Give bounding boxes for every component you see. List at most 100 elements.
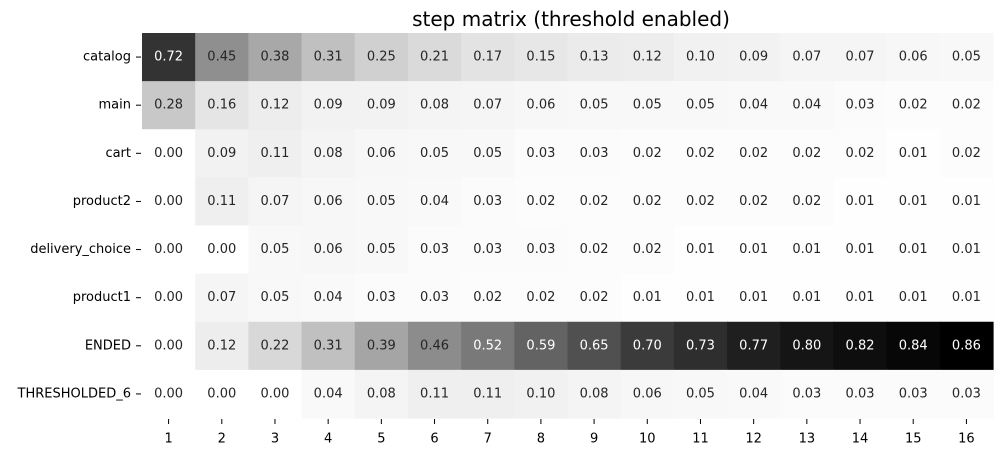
heatmap-cell — [407, 81, 462, 130]
heatmap-cell — [248, 81, 303, 130]
heatmap-cell — [461, 177, 515, 227]
cell-value-label: 0.01 — [899, 146, 928, 161]
heatmap-cell — [620, 33, 675, 82]
heatmap-cell — [673, 129, 728, 178]
cell-value-label: 0.06 — [899, 50, 928, 65]
cell-value-label: 0.02 — [526, 290, 555, 305]
cell-value-label: 0.08 — [314, 146, 343, 161]
cell-value-label: 0.05 — [367, 242, 396, 257]
heatmap-cell — [939, 33, 994, 82]
cell-value-label: 0.80 — [792, 338, 821, 353]
heatmap-cell — [727, 33, 781, 82]
x-tick-label: 15 — [905, 432, 922, 447]
cell-value-label: 0.09 — [739, 50, 768, 65]
x-tick-label: 4 — [324, 432, 332, 447]
cell-value-label: 0.02 — [580, 290, 609, 305]
heatmap-cell — [301, 225, 356, 275]
heatmap-cell — [780, 225, 835, 275]
heatmap-cell — [833, 321, 888, 371]
cell-value-label: 0.06 — [526, 98, 555, 113]
cell-value-label: 0.02 — [473, 290, 502, 305]
heatmap-cell — [514, 33, 569, 82]
heatmap-cell — [354, 177, 409, 227]
heatmap-cell — [195, 321, 249, 371]
cell-value-label: 0.00 — [154, 194, 183, 209]
cell-value-label: 0.39 — [367, 338, 396, 353]
heatmap-cell — [461, 129, 515, 178]
heatmap-cell — [886, 33, 941, 82]
cell-value-label: 0.09 — [314, 98, 343, 113]
heatmap-cell — [939, 225, 994, 275]
heatmap-cell — [567, 81, 622, 130]
heatmap-cell — [301, 129, 356, 178]
cell-value-label: 0.03 — [473, 194, 502, 209]
cell-value-label: 0.10 — [526, 386, 555, 401]
cell-value-label: 0.01 — [899, 242, 928, 257]
heatmap-cell — [673, 177, 728, 227]
heatmap-cell — [461, 273, 515, 323]
cell-value-label: 0.01 — [952, 194, 981, 209]
cell-value-label: 0.28 — [154, 98, 183, 113]
heatmap-cell — [142, 177, 196, 227]
cell-value-label: 0.02 — [739, 194, 768, 209]
heatmap-cell — [248, 225, 303, 275]
heatmap-cell — [727, 177, 781, 227]
cell-value-label: 0.02 — [633, 242, 662, 257]
heatmap-cell — [673, 225, 728, 275]
heatmap-cell — [301, 273, 356, 323]
heatmap-cell — [673, 369, 728, 419]
cell-value-label: 0.01 — [899, 194, 928, 209]
cell-value-label: 0.04 — [420, 194, 449, 209]
cell-value-label: 0.07 — [846, 50, 875, 65]
cell-value-label: 0.46 — [420, 338, 449, 353]
cell-value-label: 0.02 — [580, 242, 609, 257]
x-tick-label: 6 — [430, 432, 438, 447]
cell-value-label: 0.05 — [367, 194, 396, 209]
cell-value-label: 0.00 — [154, 242, 183, 257]
cell-value-label: 0.07 — [792, 50, 821, 65]
heatmap-cell — [142, 33, 196, 82]
x-tick-label: 16 — [958, 432, 975, 447]
cell-value-label: 0.05 — [260, 242, 289, 257]
cell-value-label: 0.13 — [580, 50, 609, 65]
cell-value-label: 0.72 — [154, 50, 183, 65]
cell-value-label: 0.03 — [420, 242, 449, 257]
cell-value-label: 0.01 — [633, 290, 662, 305]
heatmap-cell — [195, 129, 249, 178]
cell-value-label: 0.01 — [686, 242, 715, 257]
heatmap-cell — [407, 321, 462, 371]
cell-value-label: 0.01 — [792, 290, 821, 305]
heatmap-cell — [142, 369, 196, 419]
heatmap-cell — [620, 177, 675, 227]
heatmap-cell — [620, 273, 675, 323]
heatmap-cell — [248, 129, 303, 178]
heatmap-cell — [514, 129, 569, 178]
cell-value-label: 0.09 — [367, 98, 396, 113]
cell-value-label: 0.03 — [420, 290, 449, 305]
cell-value-label: 0.05 — [686, 386, 715, 401]
x-tick-label: 8 — [537, 432, 545, 447]
cell-value-label: 0.02 — [633, 146, 662, 161]
x-tick-label: 14 — [852, 432, 869, 447]
heatmap-cell — [886, 273, 941, 323]
heatmap-cell — [727, 225, 781, 275]
cell-value-label: 0.02 — [739, 146, 768, 161]
cell-value-label: 0.01 — [846, 290, 875, 305]
heatmap-cell — [939, 369, 994, 419]
chart-title: step matrix (threshold enabled) — [412, 7, 730, 31]
heatmap-cell — [461, 81, 515, 130]
heatmap-cell — [886, 369, 941, 419]
heatmap-cell — [673, 273, 728, 323]
x-tick-label: 12 — [745, 432, 762, 447]
heatmap-cell — [142, 321, 196, 371]
cell-value-label: 0.03 — [526, 146, 555, 161]
cell-value-label: 0.09 — [207, 146, 236, 161]
heatmap-cell — [142, 225, 196, 275]
heatmap-cell — [301, 33, 356, 82]
heatmap-cell — [248, 369, 303, 419]
heatmap-cell — [939, 177, 994, 227]
cell-value-label: 0.86 — [952, 338, 981, 353]
heatmap-cell — [620, 321, 675, 371]
